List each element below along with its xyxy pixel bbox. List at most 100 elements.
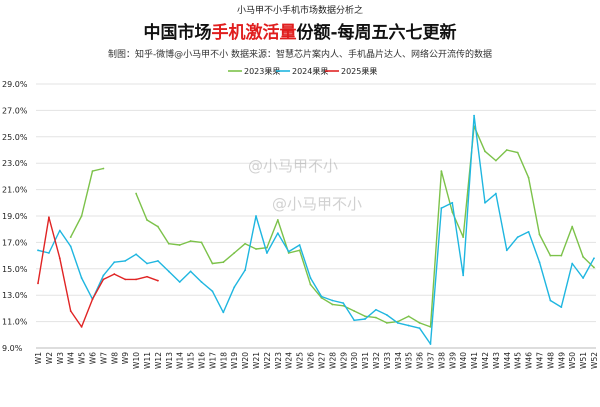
x-tick-label: W18: [219, 352, 228, 369]
legend-label: 2023果果: [244, 67, 280, 76]
x-tick-label: W41: [470, 352, 479, 369]
data-point: [211, 262, 214, 265]
x-tick-label: W26: [307, 352, 316, 369]
y-tick-label: 11.0%: [2, 318, 28, 327]
data-point: [505, 149, 508, 151]
y-tick-label: 15.0%: [2, 265, 28, 274]
x-tick-label: W33: [383, 352, 392, 369]
data-point: [353, 319, 356, 322]
data-point: [124, 278, 127, 281]
data-point: [200, 241, 203, 244]
x-tick-label: W16: [198, 352, 207, 369]
data-point: [244, 242, 247, 245]
data-point: [80, 215, 83, 217]
data-point: [167, 270, 170, 273]
x-tick-label: W12: [154, 352, 163, 369]
x-tick-label: W45: [514, 352, 523, 369]
y-tick-label: 19.0%: [2, 212, 28, 221]
series-line-1: [70, 167, 104, 238]
x-tick-label: W4: [67, 352, 76, 364]
data-point: [385, 314, 388, 316]
legend-label: 2024果果: [292, 67, 328, 76]
legend-label: 2025果果: [341, 67, 377, 76]
data-point: [48, 216, 50, 219]
data-point: [58, 229, 61, 232]
data-point: [407, 324, 410, 327]
x-tick-label: W46: [525, 352, 534, 369]
data-point: [462, 236, 465, 239]
watermark-1: @小马甲不小: [248, 157, 339, 175]
data-point: [560, 254, 563, 257]
y-axis-labels: 29.0% 27.0% 25.0% 23.0% 21.0% 19.0% 17.0% 15.0%…: [2, 80, 28, 353]
data-point: [222, 261, 225, 264]
y-tick-label: 9.0%: [2, 344, 23, 353]
data-point: [211, 290, 214, 293]
data-point: [298, 244, 301, 246]
data-point: [135, 253, 138, 256]
chart-title: 中国市场手机激活量份额-每周五六七更新: [0, 18, 600, 43]
data-point: [527, 176, 530, 179]
x-tick-label: W23: [274, 352, 283, 369]
data-point: [200, 281, 203, 283]
y-tick-label: 29.0%: [2, 80, 28, 89]
data-point: [364, 318, 366, 320]
x-tick-label: W13: [165, 352, 174, 369]
data-point: [440, 170, 443, 173]
x-tick-label: W52: [590, 352, 599, 369]
y-tick-label: 13.0%: [2, 291, 28, 300]
data-point: [484, 201, 486, 204]
data-point: [364, 315, 366, 318]
x-tick-label: W35: [405, 352, 414, 369]
data-point: [146, 275, 148, 278]
data-point: [494, 159, 497, 162]
x-tick-label: W20: [241, 352, 250, 369]
y-tick-label: 17.0%: [2, 238, 28, 247]
data-point: [102, 167, 105, 170]
data-point: [113, 261, 116, 264]
data-point: [396, 322, 399, 324]
data-point: [80, 277, 83, 279]
x-tick-label: W8: [110, 352, 119, 364]
chart-subtitle: 制图：知乎-微博@小马甲不小 数据来源：智慧芯片案内人、手机晶片达人、网络公开流…: [107, 50, 493, 60]
data-point: [582, 256, 584, 258]
data-point: [276, 219, 279, 221]
x-tick-label: W9: [121, 352, 130, 364]
x-tick-label: W7: [99, 352, 108, 364]
top-caption: 小马甲不小手机市场数据分析之: [236, 6, 363, 16]
title-prefix: 中国市场: [143, 23, 212, 43]
data-point: [353, 310, 356, 312]
data-point: [484, 150, 486, 153]
data-point: [418, 322, 421, 324]
data-point: [37, 282, 39, 285]
x-tick-label: W43: [492, 352, 501, 369]
data-point: [222, 311, 225, 314]
data-point: [593, 257, 595, 260]
data-point: [505, 249, 508, 252]
data-point: [298, 249, 301, 252]
data-point: [516, 151, 519, 154]
x-tick-label: W28: [328, 352, 337, 369]
data-point: [451, 201, 454, 204]
data-point: [91, 170, 94, 173]
x-tick-label: W19: [230, 352, 239, 369]
x-tick-label: W25: [296, 352, 305, 369]
x-tick-label: W6: [89, 352, 98, 364]
x-tick-label: W5: [78, 352, 87, 364]
data-point: [80, 325, 83, 328]
data-point: [538, 261, 541, 264]
data-point: [571, 262, 574, 265]
x-tick-label: W1: [34, 352, 43, 364]
y-tick-label: 25.0%: [2, 133, 28, 142]
data-point: [429, 343, 432, 345]
data-point: [255, 215, 257, 217]
x-tick-label: W21: [252, 352, 261, 369]
data-point: [560, 306, 563, 308]
data-point: [331, 303, 334, 306]
x-tick-label: W10: [132, 352, 141, 369]
x-tick-label: W39: [448, 352, 457, 369]
x-tick-label: W17: [208, 352, 217, 369]
data-point: [157, 225, 159, 228]
data-point: [124, 259, 127, 262]
x-tick-label: W31: [361, 352, 370, 369]
